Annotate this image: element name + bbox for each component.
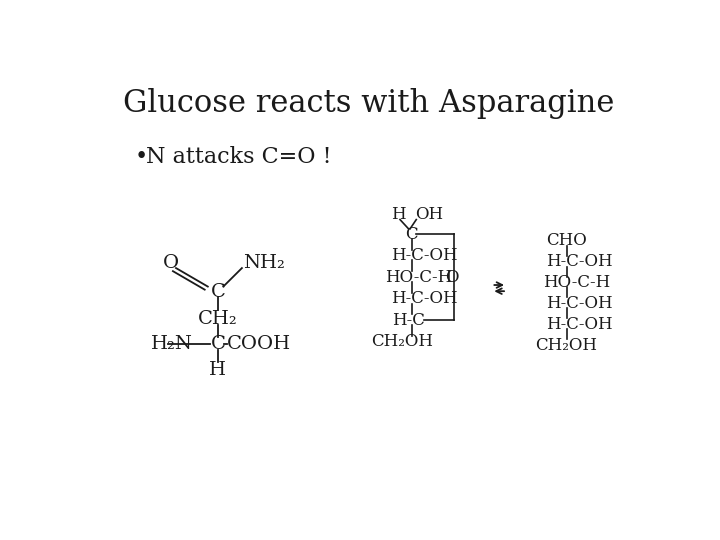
Text: H-C-OH: H-C-OH xyxy=(391,247,457,264)
Text: OH: OH xyxy=(415,206,444,224)
Text: H₂N: H₂N xyxy=(150,335,192,353)
Text: O: O xyxy=(163,254,179,273)
Text: Glucose reacts with Asparagine: Glucose reacts with Asparagine xyxy=(123,88,615,119)
Text: H-C: H-C xyxy=(392,312,425,329)
Text: NH₂: NH₂ xyxy=(243,254,285,273)
Text: COOH: COOH xyxy=(228,335,292,353)
Text: CHO: CHO xyxy=(546,232,587,249)
Text: CH₂OH: CH₂OH xyxy=(536,336,598,354)
Text: CH₂: CH₂ xyxy=(198,310,238,328)
Text: H-C-OH: H-C-OH xyxy=(391,291,457,307)
Text: H: H xyxy=(391,206,406,224)
Text: CH₂OH: CH₂OH xyxy=(372,334,433,350)
Text: N attacks C=O !: N attacks C=O ! xyxy=(145,146,331,168)
Text: H: H xyxy=(210,361,226,379)
Text: C: C xyxy=(210,283,225,301)
Text: •: • xyxy=(135,146,148,168)
Text: HO-C-H: HO-C-H xyxy=(543,274,610,291)
Text: H-C-OH: H-C-OH xyxy=(546,295,613,312)
Text: O: O xyxy=(445,269,459,286)
Text: C: C xyxy=(405,226,418,242)
Text: C: C xyxy=(210,335,225,353)
Text: H-C-OH: H-C-OH xyxy=(546,316,613,333)
Text: H-C-OH: H-C-OH xyxy=(546,253,613,271)
Text: HO-C-H: HO-C-H xyxy=(385,269,453,286)
